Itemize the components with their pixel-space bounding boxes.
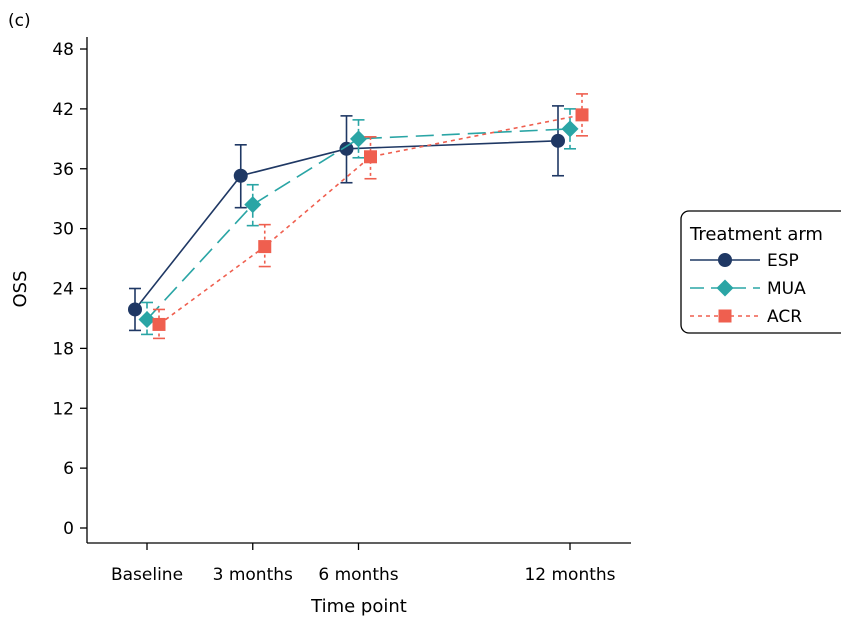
- data-point: [561, 120, 579, 138]
- data-point: [364, 150, 377, 164]
- panel-label: (c): [8, 11, 31, 31]
- data-point: [138, 310, 156, 328]
- legend-label: ACR: [767, 307, 802, 327]
- legend-label: MUA: [767, 279, 806, 299]
- series-mua: [138, 108, 579, 336]
- data-point: [575, 108, 589, 122]
- x-tick-label: 3 months: [213, 565, 293, 585]
- y-axis-label: OSS: [10, 270, 31, 307]
- data-point: [244, 196, 262, 214]
- y-tick-label: 36: [52, 160, 74, 180]
- y-tick-label: 18: [52, 339, 74, 359]
- series-line-mua: [146, 128, 571, 320]
- series-line-esp: [134, 140, 559, 310]
- y-axis: 0 6 12 18 24 30 36 42 48: [52, 37, 88, 543]
- series-esp: [128, 105, 565, 332]
- x-tick-label: 6 months: [318, 565, 398, 585]
- x-axis: Baseline 3 months 6 months 12 months: [87, 542, 631, 585]
- data-point: [233, 168, 248, 183]
- y-tick-label: 42: [52, 100, 74, 120]
- data-point: [339, 141, 354, 156]
- y-tick-label: 48: [52, 40, 74, 60]
- error-bar: [141, 301, 153, 336]
- series-layer: [128, 93, 589, 340]
- y-tick-label: 30: [52, 220, 74, 240]
- legend-marker: [716, 279, 734, 297]
- data-point: [551, 133, 565, 148]
- x-axis-label: Time point: [310, 596, 407, 617]
- legend-item-esp: ESP: [690, 251, 799, 271]
- legend-title: Treatment arm: [689, 224, 823, 245]
- y-tick-label: 0: [63, 519, 74, 539]
- legend-label: ESP: [767, 251, 799, 271]
- legend-box: [680, 210, 841, 334]
- y-tick-label: 6: [63, 459, 74, 479]
- y-tick-label: 12: [52, 399, 74, 419]
- legend-marker: [718, 309, 732, 323]
- legend: Treatment arm ESP MUA ACR: [680, 210, 841, 334]
- legend-item-mua: MUA: [690, 279, 806, 299]
- data-point: [350, 130, 367, 148]
- x-tick-label: Baseline: [111, 565, 183, 585]
- data-point: [128, 302, 142, 317]
- y-tick-label: 24: [52, 280, 74, 300]
- series-acr: [152, 93, 589, 340]
- data-point: [258, 240, 272, 254]
- legend-item-acr: ACR: [690, 307, 802, 327]
- x-tick-label: 12 months: [524, 565, 615, 585]
- data-point: [152, 317, 166, 331]
- legend-marker: [718, 253, 732, 267]
- series-line-acr: [158, 114, 583, 326]
